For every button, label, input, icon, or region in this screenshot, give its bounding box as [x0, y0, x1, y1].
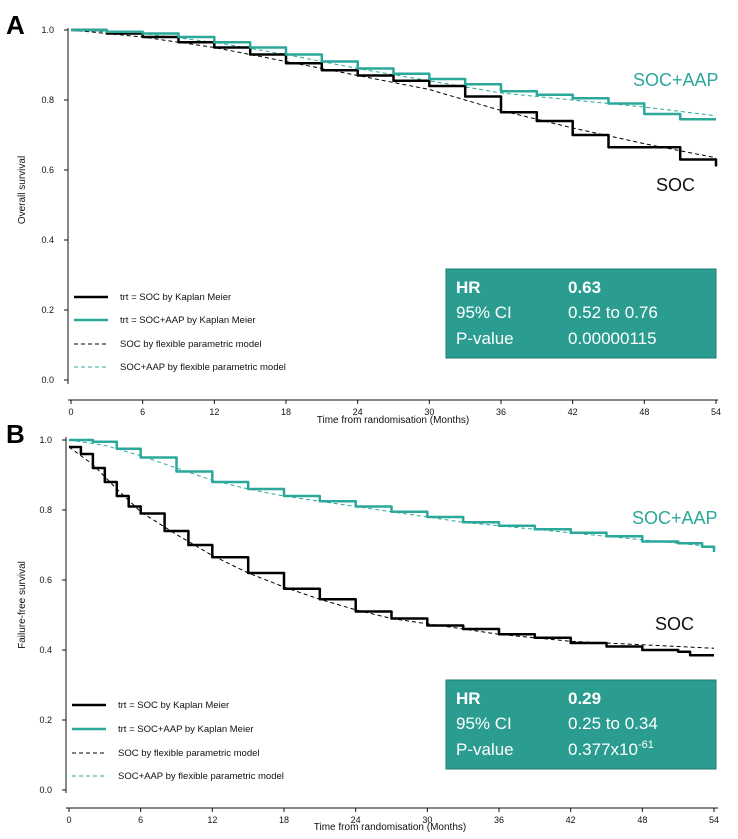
legend-label-soc-fpm: SOC by flexible parametric model: [120, 339, 262, 350]
panel-b-x-tick-label: 18: [279, 815, 289, 825]
panel-a-p-mantissa: 0.00000115: [568, 329, 657, 348]
panel-b-legend: trt = SOC by Kaplan Meier trt = SOC+AAP …: [72, 700, 284, 782]
panel-b-y-tick-label: 0.8: [39, 505, 52, 515]
panel-b-x-tick-label: 42: [566, 815, 576, 825]
legend-label-soc-fpm: SOC by flexible parametric model: [118, 748, 260, 759]
panel-a-x-tick-label: 54: [711, 407, 721, 417]
panel-b-y-tick-label: 0.6: [39, 575, 52, 585]
panel-a-curve-soc-km: [71, 28, 718, 167]
panel-a-p-label: P-value: [456, 329, 514, 348]
panel-b-x-tick-label: 54: [709, 815, 719, 825]
panel-b-curves: [68, 438, 716, 657]
panel-b-y-tick-label: 0.2: [39, 715, 52, 725]
panel-b-y-tick-label: 0.0: [39, 785, 52, 795]
panel-a-legend: trt = SOC by Kaplan Meier trt = SOC+AAP …: [74, 292, 286, 373]
panel-b-p-label: P-value: [456, 740, 514, 759]
legend-label-socaap-km: trt = SOC+AAP by Kaplan Meier: [120, 315, 256, 326]
panel-b-x-tick-label: 0: [66, 815, 71, 825]
panel-a-x-tick-label: 12: [209, 407, 219, 417]
legend-label-soc-km: trt = SOC by Kaplan Meier: [118, 700, 229, 711]
panel-a-y-tick-label: 1.0: [41, 25, 54, 35]
panel-a-x-tick-label: 42: [568, 407, 578, 417]
panel-a-ci-label: 95% CI: [456, 303, 512, 322]
panel-a-x-tick-label: 36: [496, 407, 506, 417]
panel-b-x-tick-label: 36: [494, 815, 504, 825]
panel-b-x-tick-label: 12: [207, 815, 217, 825]
panel-a-x-tick-label: 0: [68, 407, 73, 417]
panel-a-stats-background: [445, 268, 717, 359]
panel-b-x-title: Time from randomisation (Months): [314, 822, 466, 833]
panel-a-p-value: 0.00000115: [568, 329, 657, 348]
panel-a-x-tick-label: 6: [140, 407, 145, 417]
panel-a-y-tick-label: 0.0: [41, 375, 54, 385]
panel-a-x-tick-label: 24: [353, 407, 363, 417]
panel-a-y-tick-label: 0.2: [41, 305, 54, 315]
panel-b-y-tick-label: 1.0: [39, 435, 52, 445]
panel-a-y-tick-label: 0.6: [41, 165, 54, 175]
panel-a-stats-box: HR 0.63 95% CI 0.52 to 0.76 P-value 0.00…: [445, 268, 717, 359]
panel-b-x-tick-label: 30: [422, 815, 432, 825]
panel-b-p-value: 0.377x10-61: [568, 739, 654, 759]
panel-b-hr-value: 0.29: [568, 689, 601, 708]
panel-a-soc-label: SOC: [656, 175, 695, 195]
panel-b-p-exponent: -61: [638, 739, 654, 751]
panel-b-stats-box: HR 0.29 95% CI 0.25 to 0.34 P-value 0.37…: [445, 679, 717, 770]
panel-b-label: B: [6, 419, 25, 449]
panel-b: B Failure-free survival Time from random…: [6, 419, 719, 833]
panel-b-soc-aap-label: SOC+AAP: [632, 508, 718, 528]
panel-a-y-tick-label: 0.8: [41, 95, 54, 105]
panel-b-ticks: 0 6 12 18 24 30 36 42 48 54 0.0 0.2 0.4 0.6 0.8 1.0: [39, 435, 719, 825]
panel-b-curve-soc-km: [69, 445, 714, 657]
panel-a-y-title: Overall survival: [17, 156, 28, 224]
panel-a-label: A: [6, 10, 25, 40]
panel-a-curves: [70, 28, 718, 167]
panel-a-curve-soc-fpm: [70, 29, 717, 159]
legend-label-socaap-km: trt = SOC+AAP by Kaplan Meier: [118, 724, 254, 735]
panel-b-p-mantissa: 0.377x10: [568, 740, 638, 759]
panel-b-y-title: Failure-free survival: [17, 561, 28, 649]
panel-a-soc-aap-label: SOC+AAP: [633, 70, 719, 90]
legend-label-socaap-fpm: SOC+AAP by flexible parametric model: [120, 362, 286, 373]
panel-a-x-tick-label: 48: [639, 407, 649, 417]
panel-a-hr-label: HR: [456, 278, 481, 297]
panel-b-soc-label: SOC: [655, 614, 694, 634]
panel-b-hr-label: HR: [456, 689, 481, 708]
panel-a-x-tick-label: 18: [281, 407, 291, 417]
panel-a-x-tick-label: 30: [424, 407, 434, 417]
panel-a-curve-soc_aap-km: [71, 28, 716, 121]
legend-label-socaap-fpm: SOC+AAP by flexible parametric model: [118, 771, 284, 782]
panel-b-y-tick-label: 0.4: [39, 645, 52, 655]
panel-b-ci-value: 0.25 to 0.34: [568, 714, 658, 733]
panel-a-hr-value: 0.63: [568, 278, 601, 297]
panel-b-ci-label: 95% CI: [456, 714, 512, 733]
panel-b-x-tick-label: 6: [138, 815, 143, 825]
panel-b-curve-soc_aap-km: [69, 438, 716, 552]
panel-a: A Overall survival Time from randomisati…: [6, 10, 721, 426]
panel-b-x-tick-label: 48: [637, 815, 647, 825]
panel-b-stats-background: [445, 679, 717, 770]
panel-a-ticks: 0 6 12 18 24 30 36 42 48 54 0.0 0.2 0.4 0.6 0.8 1.0: [41, 25, 721, 417]
panel-a-x-title: Time from randomisation (Months): [317, 415, 469, 426]
panel-a-ci-value: 0.52 to 0.76: [568, 303, 658, 322]
legend-label-soc-km: trt = SOC by Kaplan Meier: [120, 292, 231, 303]
panel-b-x-tick-label: 24: [351, 815, 361, 825]
panel-a-y-tick-label: 0.4: [41, 235, 54, 245]
